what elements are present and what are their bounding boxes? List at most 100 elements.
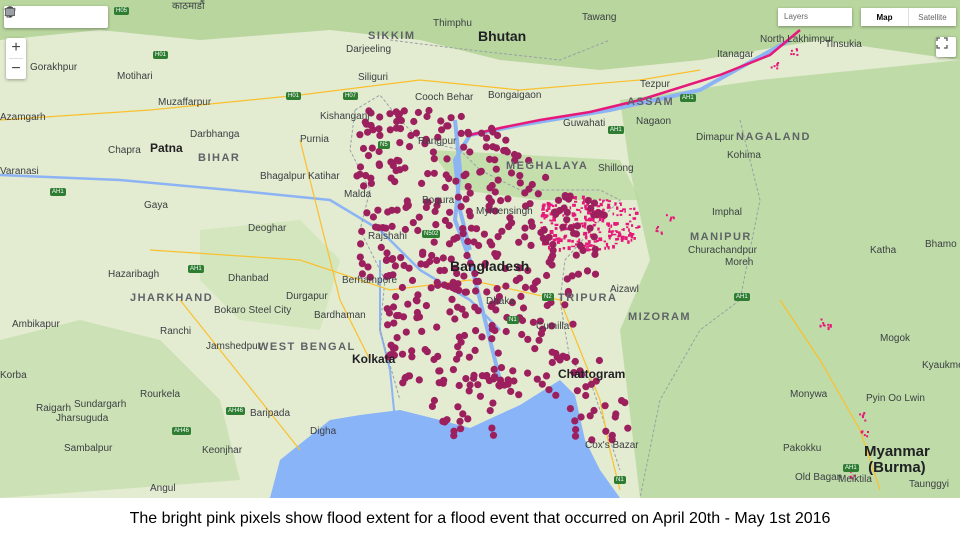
flood-pixel <box>552 219 556 222</box>
flood-point <box>356 170 364 178</box>
flood-pixel <box>861 415 864 417</box>
flood-pixel <box>577 209 581 211</box>
polygon-icon[interactable] <box>4 6 86 27</box>
flood-point <box>433 278 441 286</box>
city-label-meiktila: Meiktila <box>838 474 872 485</box>
flood-point <box>561 192 569 200</box>
flood-point <box>454 403 462 411</box>
city-label-tawang: Tawang <box>582 12 617 23</box>
flood-pixel <box>614 230 618 232</box>
flood-point <box>586 224 594 232</box>
flood-point <box>358 260 366 268</box>
city-label-raigarh: Raigarh <box>36 403 72 414</box>
flood-pixel <box>606 206 611 209</box>
flood-point <box>439 254 447 262</box>
flood-point <box>528 180 536 189</box>
flood-point <box>431 207 439 215</box>
flood-pixel <box>551 204 555 208</box>
region-label-nagaland: NAGALAND <box>736 131 811 143</box>
flood-pixel <box>595 239 599 242</box>
flood-point <box>495 381 503 389</box>
flood-point <box>494 176 502 184</box>
flood-pixel <box>616 206 619 210</box>
flood-pixel <box>867 431 869 433</box>
flood-point <box>545 386 553 394</box>
flood-point <box>423 112 431 121</box>
flood-point <box>548 358 556 367</box>
flood-point <box>566 405 575 413</box>
flood-point <box>583 267 592 275</box>
flood-point <box>571 432 580 440</box>
flood-pixel <box>607 224 610 227</box>
flood-pixel <box>827 326 830 329</box>
flood-pixel <box>633 207 636 211</box>
flood-pixel <box>547 203 549 207</box>
flood-point <box>570 369 578 377</box>
flood-pixel <box>599 202 603 207</box>
city-label-north-lakhimpur: North Lakhimpur <box>760 34 834 45</box>
flood-point <box>576 241 584 250</box>
zoom-out-button[interactable]: − <box>11 60 21 77</box>
flood-point <box>441 183 449 192</box>
flood-pixel <box>776 64 779 67</box>
flood-point <box>383 256 391 264</box>
map-type-map-button[interactable]: Map <box>876 12 893 22</box>
flood-point <box>498 227 506 235</box>
city-label-ranchi: Ranchi <box>160 326 192 337</box>
flood-point <box>389 271 397 279</box>
flood-point <box>419 250 427 258</box>
flood-point <box>445 240 454 248</box>
highway-shield: AH46 <box>172 427 192 435</box>
flood-point <box>586 412 594 420</box>
flood-point <box>582 383 590 391</box>
flood-pixel <box>773 65 776 68</box>
flood-point <box>401 225 409 234</box>
flood-pixel <box>574 217 579 221</box>
city-label-thimphu: Thimphu <box>433 18 472 29</box>
flood-pixel <box>669 219 672 222</box>
city-label-old-bagan: Old Bagan <box>795 472 843 483</box>
flood-point <box>494 250 502 258</box>
city-label-coxs-bazar: Cox's Bazar <box>585 440 639 451</box>
rectangle-icon[interactable] <box>5 7 106 27</box>
city-label-dimapur: Dimapur <box>696 132 734 143</box>
map-type-divider <box>908 8 909 26</box>
region-label-mizoram: MIZORAM <box>628 311 692 323</box>
flood-pixel <box>628 234 632 237</box>
flood-pixel <box>585 207 588 211</box>
fullscreen-button[interactable] <box>936 37 956 57</box>
flood-point <box>438 126 446 134</box>
flood-point <box>386 351 394 359</box>
flood-point <box>507 169 516 177</box>
map-type-satellite-button[interactable]: Satellite <box>918 12 947 22</box>
flood-pixel <box>542 206 545 211</box>
flood-point <box>573 222 582 230</box>
flood-pixel <box>591 217 595 222</box>
city-label-aizawl: Aizawl <box>610 284 639 295</box>
flood-pixel <box>540 214 544 218</box>
flood-point <box>572 251 580 259</box>
flood-point <box>417 260 425 268</box>
flood-point <box>559 223 567 231</box>
flood-pixel <box>603 240 607 243</box>
flood-point <box>453 234 461 242</box>
zoom-in-button[interactable]: + <box>11 39 21 56</box>
flood-point <box>471 346 479 354</box>
marker-icon[interactable] <box>6 6 46 27</box>
flood-point <box>494 349 502 357</box>
city-label-tezpur: Tezpur <box>640 79 671 90</box>
flood-point <box>376 113 384 121</box>
map-canvas[interactable]: Bhutan Bangladesh Myanmar (Burma) SIKKIM… <box>0 0 960 498</box>
flood-point <box>512 276 520 285</box>
flood-pixel <box>614 242 618 245</box>
layers-button[interactable]: Layers <box>778 8 852 26</box>
flood-pixel <box>567 239 571 243</box>
flood-point <box>563 216 571 224</box>
flood-point <box>433 323 441 331</box>
city-label-shillong: Shillong <box>598 163 634 174</box>
city-label-baripada: Baripada <box>250 408 291 419</box>
city-label-rourkela: Rourkela <box>140 389 181 400</box>
line-icon[interactable] <box>4 7 66 27</box>
flood-pixel <box>629 232 632 236</box>
flood-point <box>621 399 629 407</box>
